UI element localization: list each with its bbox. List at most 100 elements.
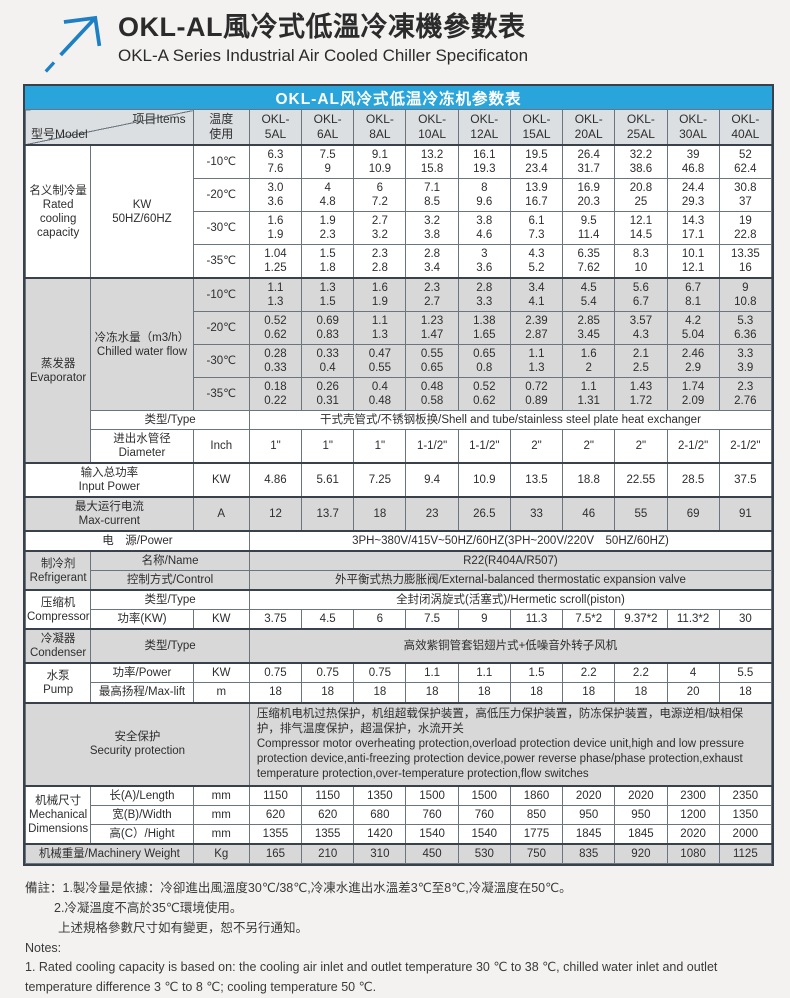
table-cell: 2020 [562, 785, 616, 807]
table-cell: 1.38 1.65 [457, 311, 511, 346]
table-cell: 高效紫铜管套铝翅片式+低噪音外转子风机 [248, 628, 773, 664]
table-cell: 0.48 0.58 [405, 377, 459, 412]
table-cell: 0.28 0.33 [248, 344, 303, 379]
table-row: -20℃ 3.0 3.6 4 4.8 6 7.2 7.1 8.5 8 9.6 13.9 16… [26, 178, 773, 213]
table-cell: 1" [248, 429, 303, 464]
table-cell: 3.3 3.9 [718, 344, 773, 379]
table-cell: 2" [562, 429, 616, 464]
table-cell: 3.4 4.1 [509, 277, 564, 313]
table-cell: 850 [509, 805, 564, 826]
table-cell: 0.33 0.4 [301, 344, 355, 379]
table-cell: 压缩机 Compressor [24, 589, 92, 630]
table-cell: 1350 [353, 785, 407, 807]
table-cell: 4.5 5.4 [562, 277, 616, 313]
note-line: Notes: [25, 940, 62, 955]
table-row: -30℃ 0.28 0.33 0.33 0.4 0.47 0.55 0.55 0.65 0… [26, 344, 773, 379]
table-cell: Kg [192, 843, 250, 865]
table-cell: -20℃ [192, 178, 250, 213]
table-cell: 名义制冷量 Rated cooling capacity [24, 143, 92, 279]
table-cell: m [192, 682, 250, 703]
table-cell: 类型/Type [90, 589, 250, 611]
note-line: 上述規格參數尺寸如有變更，恕不另行通知。 [58, 920, 309, 935]
corner-items-label: 项目Items [132, 112, 186, 126]
table-title-bar: OKL-AL风冷式低温冷冻机参数表 [25, 86, 772, 109]
table-row: -35℃ 1.04 1.25 1.5 1.8 2.3 2.8 2.8 3.4 3 3.6 4… [26, 244, 773, 279]
table-cell: 2-1/2" [718, 429, 773, 464]
table-cell: 10.1 12.1 [666, 244, 720, 279]
table-cell: 功率/Power [90, 662, 194, 684]
model-header-cell: OKL- 12AL [457, 109, 511, 146]
table-cell: 26.5 [457, 496, 511, 532]
table-row: 安全保护 Security protection 压缩机电机过热保护，机组超载保护… [25, 701, 773, 787]
spec-table-body: 名义制冷量 Rated cooling capacity KW 50HZ/60HZ… [24, 143, 773, 865]
table-cell: 1775 [509, 824, 564, 845]
table-cell: 0.26 0.31 [301, 377, 355, 412]
table-cell: 10.9 [457, 462, 511, 498]
table-cell: 全封闭涡旋式(活塞式)/Hermetic scroll(piston) [248, 589, 773, 611]
table-cell: 39 46.8 [666, 144, 720, 180]
table-cell: 19 22.8 [718, 211, 773, 246]
table-cell: 2" [614, 429, 668, 464]
spec-table-header: 型号Model 项目Items 温度 使用 OKL- 5AL OKL- 6AL OKL- … [25, 109, 773, 146]
table-cell: 0.72 0.89 [509, 377, 564, 412]
table-cell: R22(R404A/R507) [248, 550, 773, 572]
table-cell: 1.1 1.3 [509, 344, 564, 379]
table-cell: 23 [405, 496, 459, 532]
table-cell: 3.0 3.6 [248, 178, 303, 213]
table-cell: 长(A)/Length [90, 785, 194, 807]
table-cell: 450 [405, 843, 459, 865]
table-cell: 6.1 7.3 [509, 211, 564, 246]
table-cell: 9.1 10.9 [353, 144, 407, 180]
table-row: 冷凝器 Condenser 类型/Type 高效紫铜管套铝翅片式+低噪音外转子风机 [24, 628, 773, 664]
table-cell: 19.5 23.4 [509, 144, 564, 180]
table-cell: 28.5 [666, 462, 720, 498]
table-cell: 0.65 0.8 [457, 344, 511, 379]
table-cell: 12.1 14.5 [614, 211, 668, 246]
table-cell: 1355 [301, 824, 355, 845]
table-cell: 7.25 [353, 462, 407, 498]
table-cell: 1.9 2.3 [301, 211, 355, 246]
table-row: 制冷剂 Refrigerant 名称/Name R22(R404A/R507) [24, 550, 773, 591]
logo-arrow-icon [44, 15, 102, 73]
table-cell: 外平衡式热力膨胀阀/External-balanced thermostatic… [248, 570, 773, 591]
corner-model-label: 型号Model [31, 127, 88, 142]
table-row: 机械重量/Machinery Weight Kg 165 210 310 450 530 75… [25, 843, 773, 865]
table-cell: mm [192, 824, 250, 845]
table-cell: 冷冻水量（m3/h） Chilled water flow [90, 277, 194, 412]
table-cell: 1540 [405, 824, 459, 845]
table-cell: 6.3 7.6 [248, 144, 303, 180]
table-cell: 5.61 [301, 462, 355, 498]
table-cell: KW [192, 609, 250, 630]
temp-header-cell: 温度 使用 [192, 109, 250, 146]
table-cell: 蒸发器 Evaporator [24, 277, 92, 464]
table-cell: 13.5 [509, 462, 564, 498]
table-cell: 5.6 6.7 [614, 277, 668, 313]
table-row: 最大运行电流 Max-current A 12 13.7 18 23 26.5 33 46 55 6… [25, 496, 773, 532]
table-cell: 2.3 2.8 [353, 244, 407, 279]
table-cell: 3.8 4.6 [457, 211, 511, 246]
table-cell: 3PH~380V/415V~50HZ/60HZ(3PH~200V/220V 50… [248, 530, 773, 552]
table-cell: 1.6 2 [562, 344, 616, 379]
table-cell: 760 [405, 805, 459, 826]
table-cell: Inch [192, 429, 250, 464]
table-cell: KW [192, 462, 250, 498]
table-cell: 1.5 [509, 662, 564, 684]
table-cell: 2" [509, 429, 564, 464]
table-cell: 1.1 [457, 662, 511, 684]
table-cell: -10℃ [192, 277, 250, 313]
page-header: OKL-AL風冷式低溫冷凍機參數表 OKL-A Series Industria… [0, 0, 790, 80]
table-cell: 1540 [457, 824, 511, 845]
table-cell: 1080 [666, 843, 720, 865]
model-items-corner-cell: 型号Model 项目Items [25, 109, 194, 146]
table-cell: 32.2 38.6 [614, 144, 668, 180]
table-cell: 1200 [666, 805, 720, 826]
table-cell: 制冷剂 Refrigerant [24, 550, 92, 591]
model-header-cell: OKL- 25AL [614, 109, 668, 146]
table-cell: 2-1/2" [666, 429, 720, 464]
table-cell: 13.9 16.7 [509, 178, 564, 213]
table-cell: 2.39 2.87 [509, 311, 564, 346]
table-cell: 电 源/Power [25, 530, 250, 552]
table-cell: 0.18 0.22 [248, 377, 303, 412]
table-row: 进出水管径 Diameter Inch 1" 1" 1" 1-1/2" 1-1/2" 2" 2"… [26, 429, 773, 464]
table-cell: 类型/Type [90, 410, 250, 431]
